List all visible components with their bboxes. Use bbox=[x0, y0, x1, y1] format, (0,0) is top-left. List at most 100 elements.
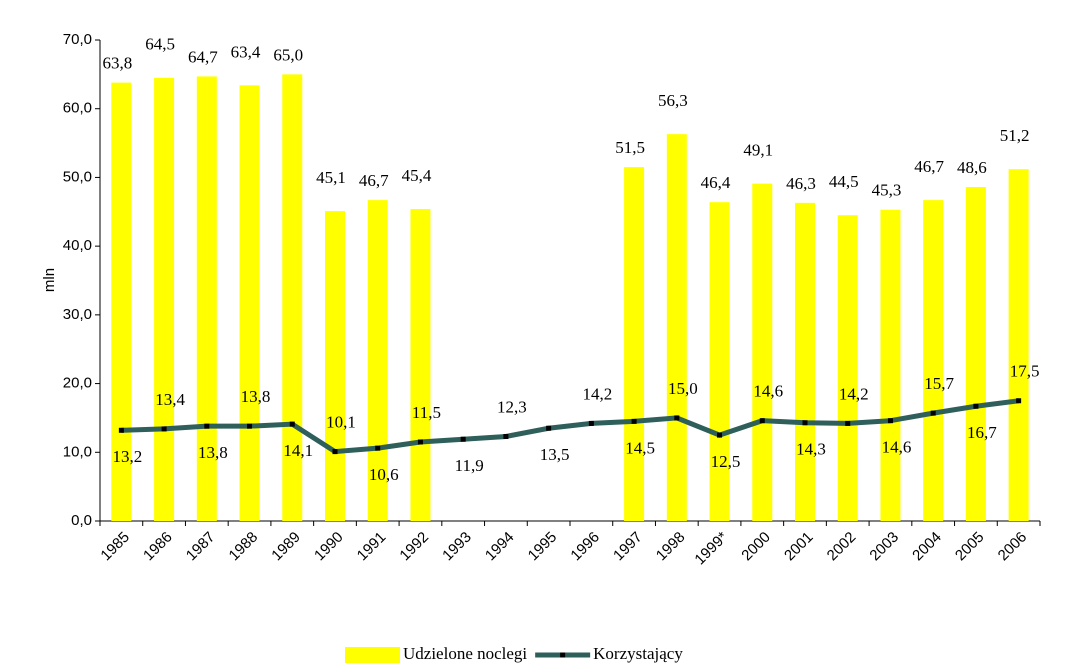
bar-value-label: 64,7 bbox=[188, 47, 218, 66]
bar bbox=[154, 77, 175, 522]
bar bbox=[837, 215, 858, 521]
line-marker bbox=[1016, 398, 1022, 404]
line-marker bbox=[460, 436, 466, 442]
bar bbox=[410, 209, 431, 521]
bar-value-label: 63,8 bbox=[102, 54, 132, 73]
bar-value-label: 49,1 bbox=[743, 141, 773, 160]
line-marker bbox=[973, 403, 979, 409]
line-marker bbox=[845, 420, 851, 426]
x-tick-label: 1986 bbox=[140, 529, 176, 565]
bar-value-label: 51,2 bbox=[1000, 126, 1030, 145]
bar bbox=[367, 200, 388, 521]
bar bbox=[752, 183, 773, 521]
line-marker bbox=[417, 439, 423, 445]
line-value-label: 14,1 bbox=[283, 441, 313, 460]
bar-value-label: 64,5 bbox=[145, 35, 175, 54]
line-marker bbox=[118, 427, 124, 433]
x-tick-label: 2004 bbox=[909, 529, 945, 565]
line-marker bbox=[289, 421, 295, 427]
line-value-label: 17,5 bbox=[1010, 362, 1040, 381]
line-value-label: 14,3 bbox=[796, 440, 826, 459]
line-value-label: 13,8 bbox=[241, 387, 271, 406]
line bbox=[121, 398, 1019, 455]
bar bbox=[795, 202, 815, 522]
x-tick-label: 1988 bbox=[226, 529, 262, 565]
line-marker bbox=[674, 415, 680, 421]
y-tick-label: 40,0 bbox=[63, 237, 92, 254]
bar bbox=[111, 82, 132, 522]
line-marker bbox=[759, 418, 765, 424]
bar bbox=[666, 134, 687, 522]
x-tick-label: 2002 bbox=[824, 529, 860, 565]
line-value-label: 12,5 bbox=[711, 452, 741, 471]
line-marker bbox=[802, 420, 808, 426]
bar-value-label: 46,4 bbox=[701, 173, 731, 192]
line-marker bbox=[631, 418, 637, 424]
legend-label: Korzystający bbox=[593, 644, 683, 663]
y-tick-label: 50,0 bbox=[63, 168, 92, 185]
line-marker bbox=[546, 425, 552, 431]
line-marker bbox=[247, 423, 253, 429]
line-marker bbox=[204, 423, 210, 429]
x-tick-label: 2006 bbox=[995, 529, 1031, 565]
line-value-label: 13,8 bbox=[198, 443, 228, 462]
bar-value-label: 63,4 bbox=[231, 42, 261, 61]
y-tick-label: 70,0 bbox=[63, 31, 92, 48]
y-tick-label: 30,0 bbox=[63, 306, 92, 323]
x-tick-label: 1992 bbox=[396, 529, 432, 565]
line-value-label: 14,5 bbox=[625, 438, 655, 457]
bar-value-label: 45,1 bbox=[316, 168, 346, 187]
legend-marker bbox=[560, 652, 566, 658]
x-tick-label: 1997 bbox=[610, 529, 646, 565]
bar-value-label: 48,6 bbox=[957, 158, 987, 177]
line-value-label: 13,2 bbox=[112, 447, 142, 466]
x-tick-label: 1989 bbox=[268, 529, 304, 565]
bar bbox=[325, 211, 345, 521]
line-marker bbox=[161, 426, 167, 432]
line-marker bbox=[588, 420, 594, 426]
x-tick-label: 1998 bbox=[653, 529, 689, 565]
bar-value-label: 46,7 bbox=[359, 171, 389, 190]
bar-value-label: 51,5 bbox=[615, 138, 645, 157]
x-tick-label: 1991 bbox=[354, 529, 390, 565]
bar bbox=[624, 167, 645, 521]
bar bbox=[880, 209, 901, 521]
bar-value-label: 46,3 bbox=[786, 174, 816, 193]
line-value-label: 14,2 bbox=[582, 384, 612, 403]
line-value-label: 14,6 bbox=[753, 382, 783, 401]
line-value-label: 10,1 bbox=[326, 413, 356, 432]
bar-value-label: 45,4 bbox=[402, 166, 432, 185]
x-tick-label: 1999* bbox=[691, 529, 731, 569]
x-tick-label: 1985 bbox=[97, 529, 133, 565]
x-tick-label: 2000 bbox=[738, 529, 774, 565]
y-tick-label: 10,0 bbox=[63, 443, 92, 460]
x-tick-label: 2003 bbox=[866, 529, 902, 565]
x-tick-label: 2001 bbox=[781, 529, 817, 565]
bar-value-label: 56,3 bbox=[658, 91, 688, 110]
line-marker bbox=[375, 445, 381, 451]
legend-label: Udzielone noclegi bbox=[403, 644, 527, 663]
line-marker bbox=[503, 433, 509, 439]
line-value-label: 12,3 bbox=[497, 397, 527, 416]
x-tick-label: 1995 bbox=[525, 529, 561, 565]
line-marker bbox=[887, 418, 893, 424]
bar-value-label: 65,0 bbox=[273, 45, 303, 64]
bar bbox=[196, 76, 217, 521]
y-tick-label: 60,0 bbox=[63, 100, 92, 117]
x-tick-label: 2005 bbox=[952, 529, 988, 565]
line-value-label: 13,4 bbox=[155, 390, 185, 409]
line-value-label: 11,9 bbox=[455, 456, 484, 475]
line-value-label: 16,7 bbox=[967, 423, 997, 442]
line-value-label: 14,2 bbox=[839, 384, 869, 403]
x-tick-label: 1996 bbox=[567, 529, 603, 565]
bar bbox=[923, 200, 944, 521]
line-value-label: 15,7 bbox=[924, 374, 954, 393]
x-tick-label: 1994 bbox=[482, 529, 518, 565]
bar-value-label: 45,3 bbox=[872, 181, 902, 200]
line-value-label: 11,5 bbox=[412, 403, 441, 422]
y-tick-label: 0,0 bbox=[71, 512, 92, 529]
y-axis-label: mln bbox=[41, 268, 58, 292]
line-marker bbox=[717, 432, 723, 438]
legend-swatch bbox=[345, 647, 400, 663]
